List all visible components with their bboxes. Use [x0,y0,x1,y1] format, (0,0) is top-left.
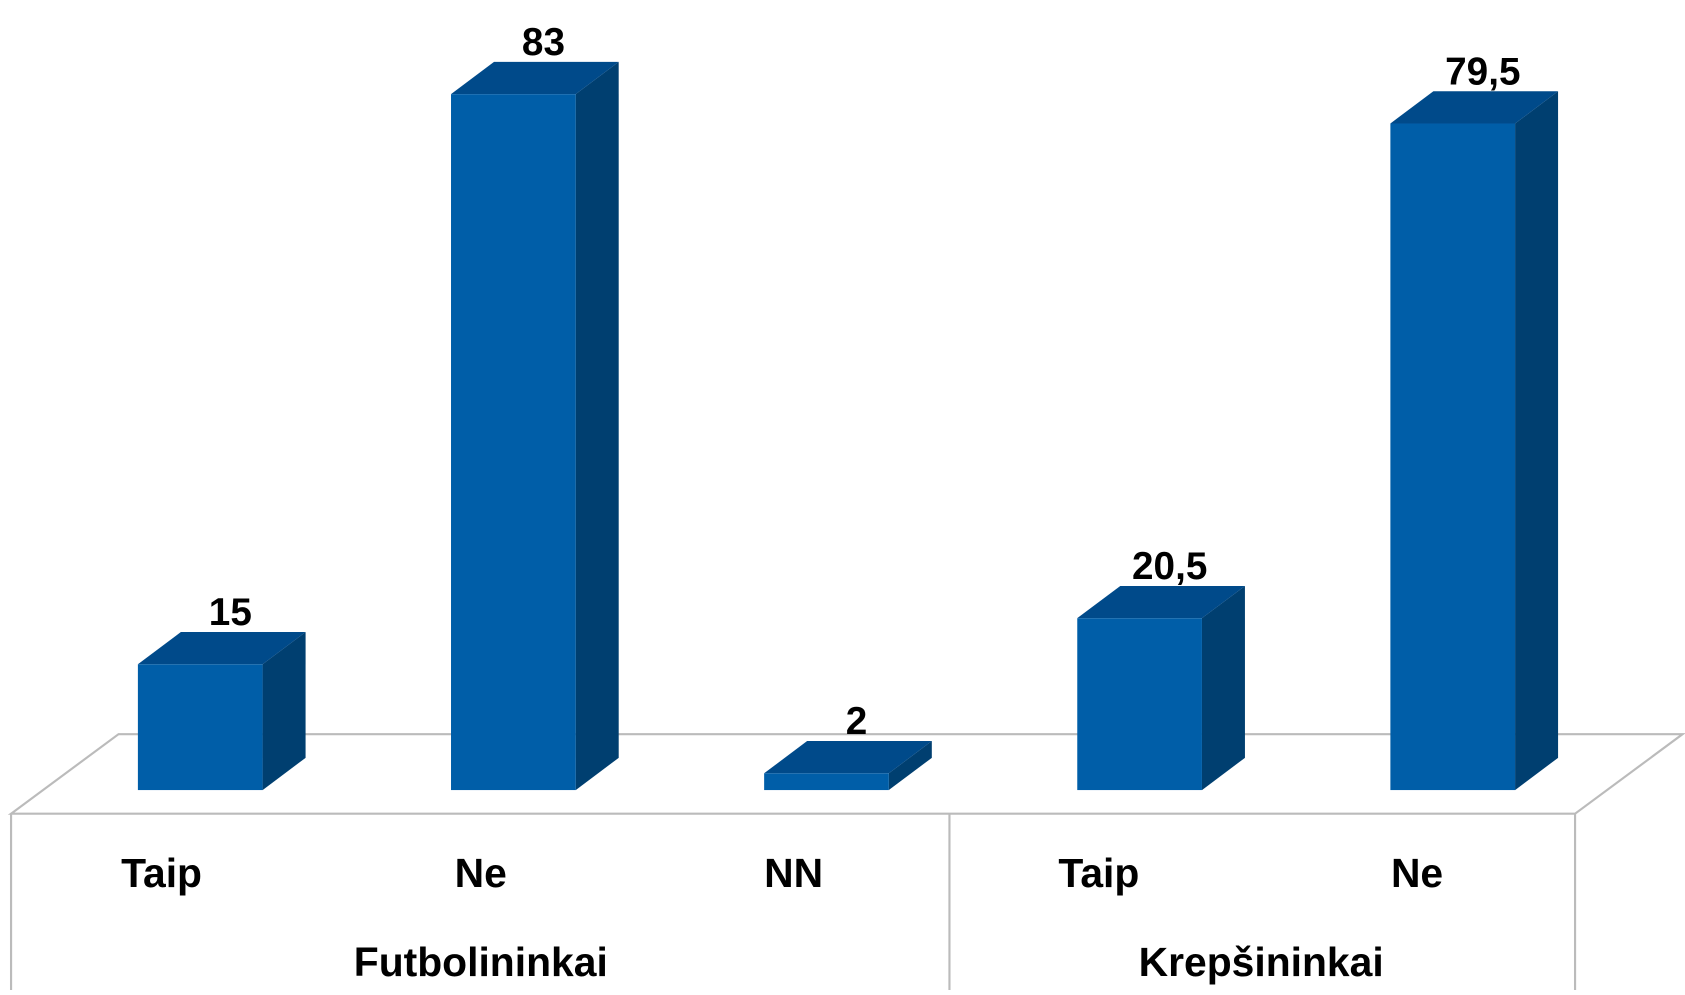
bar [451,61,619,791]
bar-face [1515,91,1559,791]
bar-face [451,94,576,791]
bar [137,632,306,791]
bar-face [575,61,619,791]
bar-face [451,61,619,95]
bar [764,741,932,791]
bar-face [1077,618,1202,791]
bar [1077,585,1245,791]
bar-face [1390,123,1516,791]
bar-face [764,741,932,774]
x-tick-label: Ne [1391,850,1443,896]
x-tick-label: NN [764,850,823,896]
bar-face [764,773,889,791]
bar-face [1390,91,1559,124]
bar [1390,91,1559,791]
group-label: Futbolininkai [354,939,608,985]
value-label: 2 [846,700,868,743]
x-tick-label: Taip [1058,850,1139,896]
bar-face [888,741,932,791]
category-table [9,813,1577,990]
value-label: 83 [522,21,565,64]
bar-face [137,632,306,665]
group-label: Krepšininkai [1139,939,1384,985]
value-label: 20,5 [1132,545,1207,588]
bar-face [1201,585,1245,791]
bar-face [1077,585,1245,619]
value-label: 15 [209,591,252,634]
bar-face [262,632,306,791]
x-tick-label: Taip [121,850,202,896]
x-tick-label: Ne [455,850,507,896]
value-label: 79,5 [1445,50,1520,93]
bar-face [137,664,263,791]
